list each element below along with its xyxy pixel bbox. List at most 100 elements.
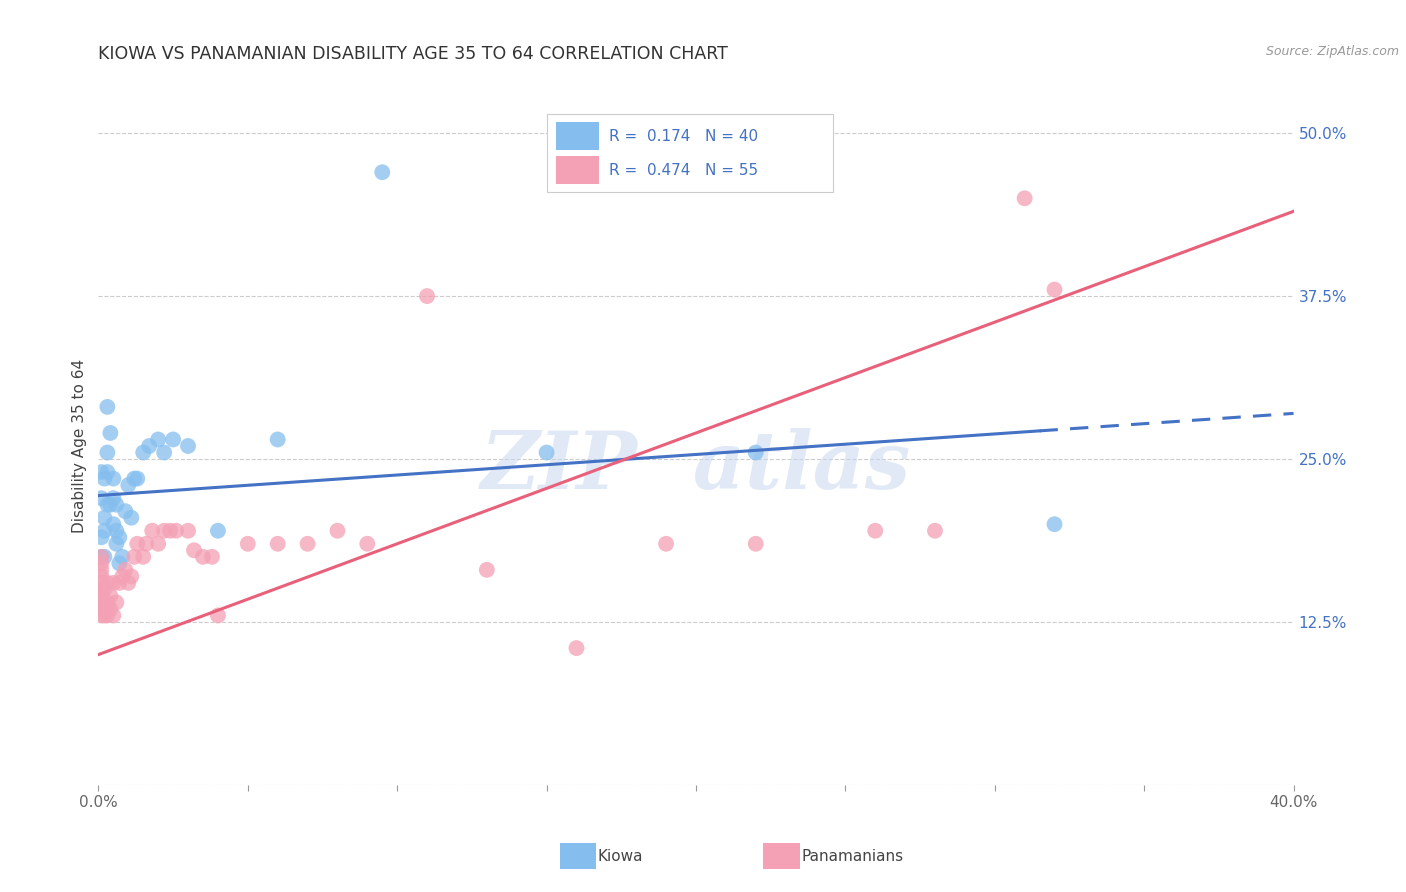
Point (93, 595, 115, 609)
Point (177, 439, 200, 453)
Point (90, 563, 112, 577)
Point (201, 549, 224, 564)
Point (90, 569, 112, 583)
Point (96, 608, 118, 623)
Point (96, 498, 118, 512)
Point (90, 549, 112, 564)
FancyBboxPatch shape (547, 114, 834, 192)
Point (93, 510, 115, 524)
Point (416, 289, 439, 303)
Point (356, 537, 378, 551)
Point (536, 445, 558, 459)
Point (1043, 283, 1066, 297)
Point (117, 478, 139, 492)
Point (165, 524, 187, 538)
Point (1014, 191, 1036, 205)
Point (90, 557, 112, 571)
Point (98, 589, 122, 603)
Point (103, 575, 125, 590)
Point (103, 517, 125, 532)
Point (120, 510, 142, 524)
Point (745, 537, 768, 551)
Point (132, 549, 155, 564)
Text: KIOWA VS PANAMANIAN DISABILITY AGE 35 TO 64 CORRELATION CHART: KIOWA VS PANAMANIAN DISABILITY AGE 35 TO… (98, 45, 728, 62)
Point (96, 575, 118, 590)
Point (90, 589, 112, 603)
Point (475, 563, 498, 577)
Point (93, 582, 115, 597)
Point (103, 608, 125, 623)
Point (745, 445, 768, 459)
Y-axis label: Disability Age 35 to 64: Disability Age 35 to 64 (72, 359, 87, 533)
Point (98, 425, 122, 440)
Point (565, 641, 588, 656)
Point (159, 524, 181, 538)
Point (326, 524, 349, 538)
Point (120, 569, 142, 583)
Text: Source: ZipAtlas.com: Source: ZipAtlas.com (1265, 45, 1399, 58)
Point (655, 537, 678, 551)
Point (90, 465, 112, 479)
Point (371, 165, 394, 179)
Point (1043, 517, 1066, 532)
Point (96, 445, 118, 459)
Point (124, 472, 146, 486)
Text: Panamanians: Panamanians (801, 849, 904, 863)
Point (865, 524, 887, 538)
Text: R =  0.474   N = 55: R = 0.474 N = 55 (609, 162, 758, 178)
Point (93, 524, 115, 538)
Point (93, 472, 115, 486)
Point (117, 575, 139, 590)
Point (93, 608, 115, 623)
Point (111, 569, 134, 583)
Point (96, 465, 118, 479)
Point (267, 537, 290, 551)
Point (108, 557, 131, 571)
Point (103, 491, 125, 505)
FancyBboxPatch shape (557, 122, 599, 151)
Point (103, 472, 125, 486)
Text: R =  0.174   N = 40: R = 0.174 N = 40 (609, 128, 758, 144)
Point (297, 537, 319, 551)
Point (93, 549, 115, 564)
Point (90, 575, 112, 590)
Point (207, 608, 229, 623)
Point (114, 504, 136, 518)
Point (93, 602, 115, 616)
Point (105, 595, 128, 609)
Point (148, 433, 170, 447)
FancyBboxPatch shape (557, 156, 599, 185)
Point (105, 537, 128, 551)
Point (90, 491, 112, 505)
Point (96, 400, 118, 414)
Point (191, 549, 214, 564)
Point (90, 595, 112, 609)
Point (90, 602, 112, 616)
Point (153, 524, 176, 538)
Point (177, 524, 200, 538)
Point (207, 524, 229, 538)
Point (267, 433, 290, 447)
Point (96, 595, 118, 609)
Point (135, 537, 157, 551)
Point (90, 608, 112, 623)
Text: Kiowa: Kiowa (598, 849, 643, 863)
Point (924, 524, 946, 538)
Point (105, 498, 128, 512)
Point (105, 524, 128, 538)
Point (127, 537, 149, 551)
Point (132, 445, 155, 459)
Point (236, 537, 259, 551)
Point (162, 433, 184, 447)
Point (114, 563, 136, 577)
Point (148, 537, 170, 551)
Point (138, 439, 160, 453)
Point (108, 575, 131, 590)
Text: ZIP  atlas: ZIP atlas (481, 427, 911, 505)
Point (90, 549, 112, 564)
Point (108, 530, 131, 544)
Point (90, 530, 112, 544)
Point (141, 524, 163, 538)
Point (90, 582, 112, 597)
Point (111, 549, 134, 564)
